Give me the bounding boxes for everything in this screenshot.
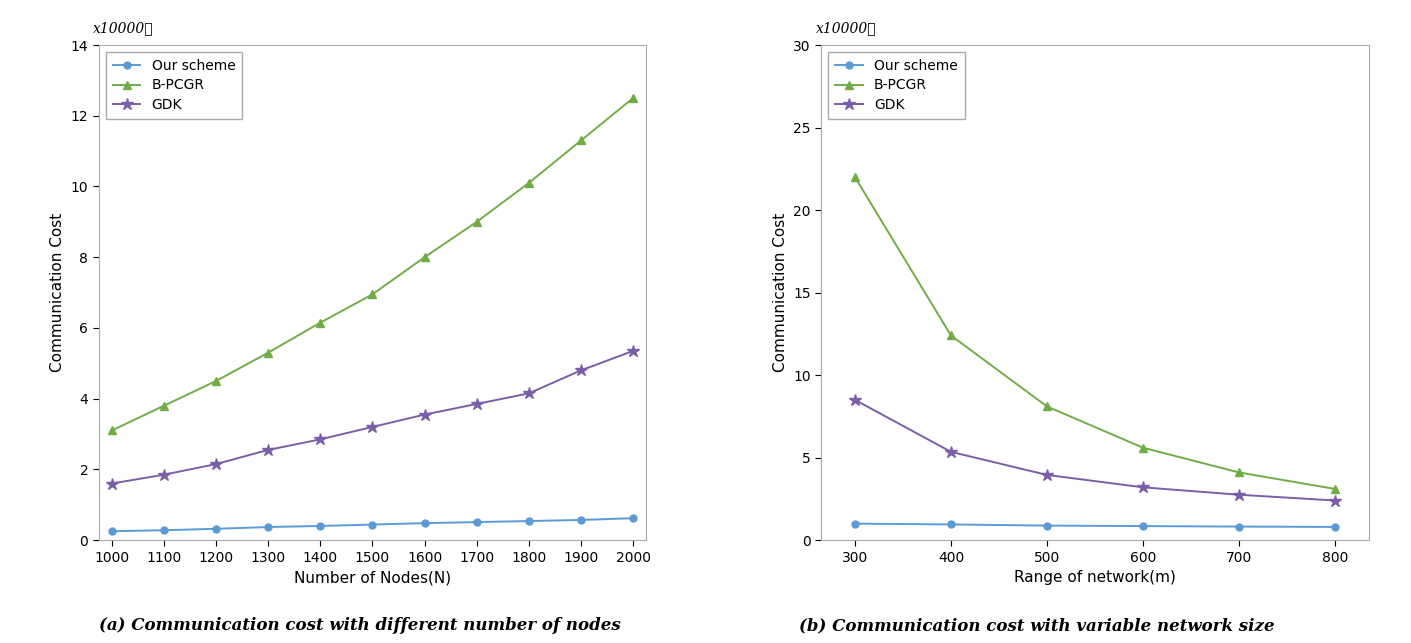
- GDK: [155, 471, 172, 478]
- Our scheme: [847, 520, 864, 527]
- B-PCGR: [943, 332, 959, 340]
- Our scheme: [1134, 522, 1151, 530]
- Our scheme: [1326, 523, 1343, 530]
- Our scheme: [521, 517, 538, 525]
- GDK: [847, 396, 864, 404]
- GDK: [207, 460, 224, 468]
- B-PCGR: [521, 179, 538, 186]
- GDK: [364, 423, 381, 431]
- B-PCGR: [207, 377, 224, 385]
- B-PCGR: [155, 402, 172, 410]
- GDK: [625, 347, 642, 355]
- Line: B-PCGR: B-PCGR: [107, 94, 638, 435]
- Our scheme: [260, 523, 277, 531]
- Our scheme: [416, 520, 433, 527]
- GDK: [1326, 496, 1343, 504]
- Line: GDK: GDK: [106, 345, 639, 490]
- Y-axis label: Communication Cost: Communication Cost: [51, 213, 65, 372]
- GDK: [468, 400, 485, 408]
- X-axis label: Range of network(m): Range of network(m): [1015, 570, 1175, 585]
- Our scheme: [312, 522, 329, 530]
- B-PCGR: [1230, 469, 1247, 476]
- B-PCGR: [416, 253, 433, 261]
- Our scheme: [207, 525, 224, 532]
- Text: (b) Communication cost with variable network size: (b) Communication cost with variable net…: [799, 617, 1276, 634]
- Legend: Our scheme, B-PCGR, GDK: Our scheme, B-PCGR, GDK: [828, 52, 965, 119]
- B-PCGR: [573, 136, 590, 144]
- Our scheme: [573, 516, 590, 524]
- X-axis label: Number of Nodes(N): Number of Nodes(N): [293, 570, 452, 585]
- B-PCGR: [103, 427, 120, 435]
- B-PCGR: [847, 173, 864, 181]
- B-PCGR: [468, 218, 485, 226]
- B-PCGR: [312, 319, 329, 327]
- Line: Our scheme: Our scheme: [851, 520, 1339, 530]
- Text: (a) Communication cost with different number of nodes: (a) Communication cost with different nu…: [99, 617, 621, 634]
- GDK: [573, 367, 590, 374]
- Line: B-PCGR: B-PCGR: [851, 173, 1339, 493]
- Line: GDK: GDK: [848, 394, 1342, 507]
- B-PCGR: [625, 94, 642, 102]
- Our scheme: [943, 521, 959, 529]
- Our scheme: [364, 521, 381, 529]
- Our scheme: [1038, 521, 1055, 529]
- Our scheme: [468, 518, 485, 526]
- GDK: [103, 480, 120, 487]
- GDK: [312, 435, 329, 443]
- GDK: [943, 448, 959, 456]
- Text: x10000ℓ: x10000ℓ: [816, 21, 876, 35]
- Line: Our scheme: Our scheme: [109, 514, 636, 535]
- GDK: [521, 390, 538, 397]
- Y-axis label: Communication Cost: Communication Cost: [773, 213, 787, 372]
- Legend: Our scheme, B-PCGR, GDK: Our scheme, B-PCGR, GDK: [106, 52, 243, 119]
- B-PCGR: [364, 291, 381, 298]
- Our scheme: [625, 514, 642, 522]
- B-PCGR: [1134, 444, 1151, 451]
- Our scheme: [155, 527, 172, 534]
- GDK: [1038, 471, 1055, 479]
- GDK: [416, 411, 433, 419]
- B-PCGR: [260, 349, 277, 356]
- Our scheme: [1230, 523, 1247, 530]
- B-PCGR: [1326, 485, 1343, 493]
- Text: x10000ℓ: x10000ℓ: [93, 21, 154, 35]
- Our scheme: [103, 527, 120, 535]
- B-PCGR: [1038, 403, 1055, 410]
- GDK: [1134, 484, 1151, 491]
- GDK: [1230, 491, 1247, 498]
- GDK: [260, 446, 277, 454]
